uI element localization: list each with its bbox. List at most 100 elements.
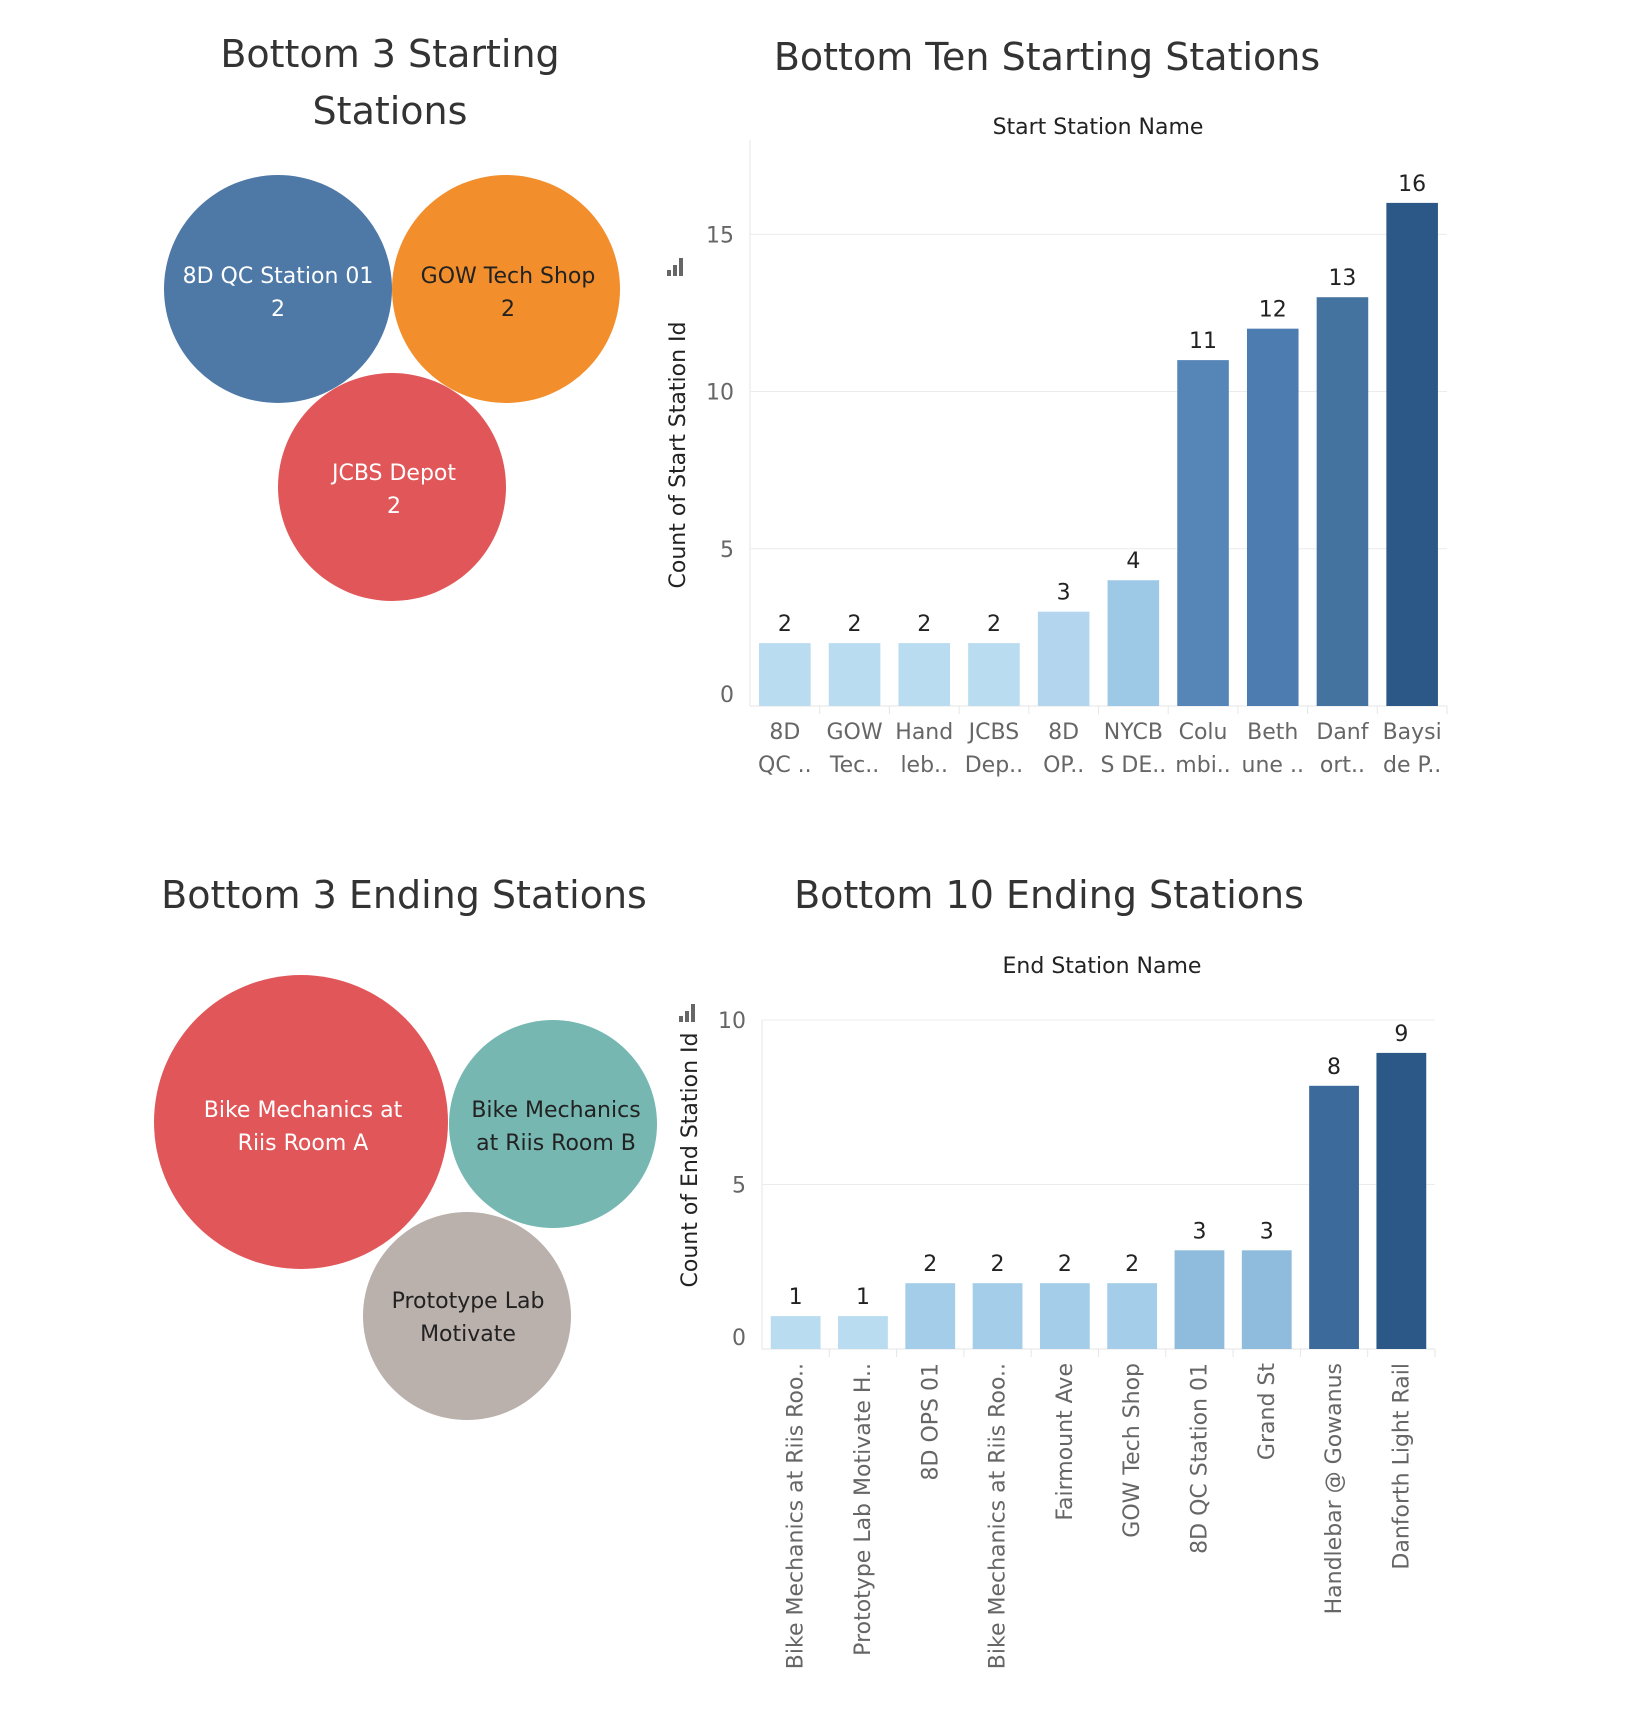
bar[interactable] bbox=[1174, 1250, 1225, 1349]
bar-value-label: 16 bbox=[1398, 172, 1426, 197]
bar[interactable] bbox=[1177, 360, 1229, 706]
bar-start-subtitle: Start Station Name bbox=[993, 115, 1204, 140]
bar-value-label: 3 bbox=[1192, 1219, 1206, 1244]
bubble-value: 2 bbox=[271, 297, 285, 322]
bubble-label: Prototype Lab bbox=[392, 1289, 545, 1314]
category-label: Tec.. bbox=[829, 753, 879, 778]
bar[interactable] bbox=[1039, 1283, 1090, 1349]
category-label: Prototype Lab Motivate H.. bbox=[851, 1363, 876, 1656]
y-ticks: 0 5 10 bbox=[718, 1009, 746, 1351]
bar-value-label: 4 bbox=[1126, 549, 1140, 574]
category-label: Danf bbox=[1316, 720, 1369, 745]
bubble-prototype-lab-motivate[interactable] bbox=[363, 1212, 571, 1420]
bar-chart-end: Bottom 10 Ending Stations End Station Na… bbox=[678, 873, 1436, 1670]
bar-value-label: 2 bbox=[991, 1252, 1005, 1277]
bubble-label: Bike Mechanics bbox=[471, 1098, 640, 1123]
category-label: leb.. bbox=[900, 753, 948, 778]
category-label: Hand bbox=[895, 720, 953, 745]
bar[interactable] bbox=[1386, 202, 1438, 706]
category-label: GOW Tech Shop bbox=[1120, 1363, 1145, 1538]
bar-value-label: 11 bbox=[1189, 329, 1217, 354]
bubble-jcbs-depot[interactable] bbox=[278, 373, 506, 601]
y-tick-label: 10 bbox=[718, 1009, 746, 1034]
category-label: Baysi bbox=[1383, 720, 1442, 745]
bar-value-label: 1 bbox=[789, 1285, 803, 1310]
bar[interactable] bbox=[1107, 1283, 1158, 1349]
bar-value-label: 2 bbox=[1125, 1252, 1139, 1277]
bar-value-label: 3 bbox=[1057, 581, 1071, 606]
bar-value-label: 1 bbox=[856, 1285, 870, 1310]
bubble-label: Bike Mechanics at bbox=[204, 1098, 403, 1123]
bubble-value: 2 bbox=[387, 494, 401, 519]
category-label: 8D bbox=[769, 720, 800, 745]
bubble-label: Motivate bbox=[420, 1322, 516, 1347]
bar-value-label: 13 bbox=[1328, 266, 1356, 291]
category-label: OP.. bbox=[1043, 753, 1084, 778]
bar-value-label: 9 bbox=[1394, 1022, 1408, 1047]
y-tick-label: 0 bbox=[720, 683, 734, 708]
bar-start-title: Bottom Ten Starting Stations bbox=[774, 35, 1320, 79]
bubble-chart-start: Bottom 3 Starting Stations 8D QC Station… bbox=[164, 32, 620, 601]
category-label: Danforth Light Rail bbox=[1389, 1363, 1414, 1570]
bar[interactable] bbox=[759, 643, 811, 706]
bar-value-label: 12 bbox=[1259, 298, 1287, 323]
bubble-label: GOW Tech Shop bbox=[421, 264, 596, 289]
bar[interactable] bbox=[770, 1316, 821, 1349]
y-tick-label: 5 bbox=[732, 1174, 746, 1199]
category-label: une .. bbox=[1242, 753, 1304, 778]
bar[interactable] bbox=[1241, 1250, 1292, 1349]
bubble-chart-end: Bottom 3 Ending Stations Bike Mechanics … bbox=[154, 873, 657, 1420]
category-label: Bike Mechanics at Riis Roo.. bbox=[986, 1363, 1011, 1669]
bar[interactable] bbox=[1309, 1085, 1359, 1349]
category-label: QC .. bbox=[758, 753, 812, 778]
data-labels: 2 2 2 2 3 4 11 12 13 16 bbox=[778, 172, 1426, 637]
category-label: ort.. bbox=[1320, 753, 1365, 778]
bar-value-label: 2 bbox=[848, 612, 862, 637]
bubble-bike-mechanics-riis-room-a[interactable] bbox=[154, 975, 448, 1269]
y-tick-label: 5 bbox=[720, 538, 734, 563]
bubble-bike-mechanics-riis-room-b[interactable] bbox=[449, 1020, 657, 1228]
bar[interactable] bbox=[898, 643, 951, 706]
category-label: NYCB bbox=[1104, 720, 1163, 745]
bar[interactable] bbox=[838, 1316, 888, 1349]
bar[interactable] bbox=[968, 643, 1020, 706]
bar-value-label: 3 bbox=[1260, 1219, 1274, 1244]
category-label: de P.. bbox=[1383, 753, 1441, 778]
bubble-8d-qc-station-01[interactable] bbox=[164, 175, 392, 403]
bubble-start-title-line-2: Stations bbox=[313, 89, 468, 133]
bubble-gow-tech-shop[interactable] bbox=[392, 175, 620, 403]
category-labels: 8D QC .. GOW Tec.. Hand leb.. JCBS Dep.. 8D OP.. N… bbox=[758, 720, 1442, 778]
bar-value-label: 2 bbox=[778, 612, 792, 637]
bar[interactable] bbox=[1376, 1052, 1427, 1349]
bar-value-label: 8 bbox=[1327, 1055, 1341, 1080]
bar-end-subtitle: End Station Name bbox=[1003, 954, 1202, 979]
bubble-label: 8D QC Station 01 bbox=[183, 264, 374, 289]
bar[interactable] bbox=[1037, 611, 1090, 706]
bar[interactable] bbox=[1246, 328, 1299, 706]
category-label: GOW bbox=[826, 720, 882, 745]
category-label: Handlebar @ Gowanus bbox=[1322, 1363, 1347, 1614]
bar[interactable] bbox=[905, 1283, 956, 1349]
bar-end-title: Bottom 10 Ending Stations bbox=[794, 873, 1304, 917]
category-label: 8D QC Station 01 bbox=[1187, 1363, 1212, 1554]
sort-icon[interactable] bbox=[667, 258, 683, 276]
bar[interactable] bbox=[828, 643, 881, 706]
bubble-label: JCBS Depot bbox=[330, 461, 456, 486]
bar-value-label: 2 bbox=[917, 612, 931, 637]
category-labels: Bike Mechanics at Riis Roo.. Prototype La… bbox=[784, 1363, 1415, 1670]
category-label: S DE.. bbox=[1100, 753, 1166, 778]
bubble-value: 2 bbox=[501, 297, 515, 322]
data-labels: 1 1 2 2 2 2 3 3 8 9 bbox=[789, 1022, 1409, 1310]
category-label: 8D OPS 01 bbox=[918, 1363, 943, 1480]
category-label: JCBS bbox=[967, 720, 1020, 745]
bar-start-y-axis-title: Count of Start Station Id bbox=[666, 322, 691, 589]
sort-icon[interactable] bbox=[679, 1004, 695, 1022]
bars bbox=[770, 1052, 1427, 1349]
bar-end-y-axis-title: Count of End Station Id bbox=[678, 1033, 703, 1288]
category-label: Grand St bbox=[1255, 1363, 1280, 1460]
bubble-label: at Riis Room B bbox=[476, 1131, 636, 1156]
bar-value-label: 2 bbox=[987, 612, 1001, 637]
bar[interactable] bbox=[1107, 580, 1160, 706]
bar[interactable] bbox=[1316, 297, 1369, 706]
bar[interactable] bbox=[972, 1283, 1023, 1349]
